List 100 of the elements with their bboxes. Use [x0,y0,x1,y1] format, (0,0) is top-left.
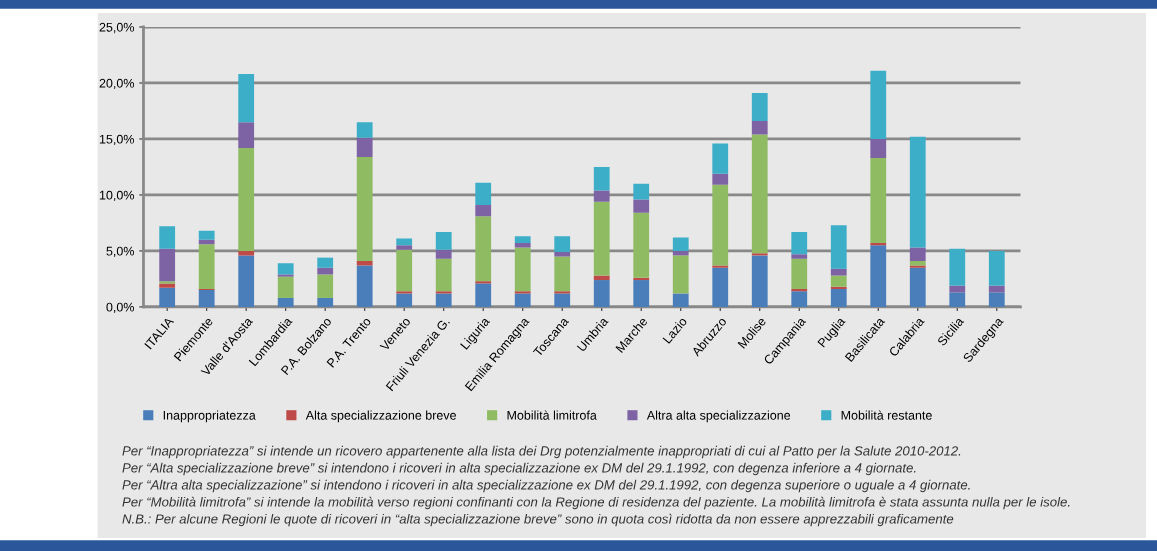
bar [830,268,847,276]
bar [475,281,492,284]
bar [949,248,966,286]
bar [751,255,768,307]
bar [435,249,452,259]
text: Per “Alta specializzazione breve” si intendono i ricoveri in alta specializzazione ex DM del 29.1.1992, con degenza inferiore a 4 giornate. [122,462,916,476]
bar [277,274,294,277]
bar [514,243,531,248]
bar [909,267,926,307]
bar [554,293,571,307]
y-tick-label: 5,0% [106,246,134,258]
bar [830,286,847,289]
bar [356,122,373,138]
bar [672,237,689,251]
bar [554,256,571,292]
bar [593,201,610,276]
bar [396,249,413,292]
bar [159,226,176,249]
bar [198,290,215,307]
bar [712,143,729,174]
bar [593,275,610,281]
y-tick-label: 10,0% [99,190,134,202]
bar [356,261,373,266]
bar [198,244,215,289]
bar [238,147,255,251]
bar [751,121,768,135]
bar [435,293,452,307]
bar [712,173,729,185]
bar [396,293,413,307]
bar [277,276,294,298]
bar [593,280,610,307]
bar [317,274,334,298]
bar [712,267,729,307]
bar [751,93,768,122]
bar [870,243,887,246]
bar [356,137,373,157]
bar [712,265,729,268]
bar [633,277,650,281]
bar [396,291,413,294]
text: Per “Altra alta specializzazione” si intendono i ricoveri in alta specializzazione ex DM del 29.1.1992, con degenza superiore o uguale a 4 giornate. [122,479,970,493]
bar [159,287,176,307]
bar [988,250,1005,286]
bar [514,247,531,292]
legend-label: Altra alta specializzazione [646,410,791,423]
bar [830,275,847,287]
bar [988,292,1005,307]
bar [514,293,531,307]
y-tick-label: 20,0% [99,78,134,90]
bar [475,182,492,206]
legend-label: Mobilità limitrofa [507,410,597,420]
bar [712,184,729,266]
bar [238,250,255,256]
bar [475,205,492,217]
bar [554,291,571,294]
bar [159,283,176,288]
bar [593,166,610,191]
bar [633,183,650,200]
y-tick-label: 25,0% [99,22,134,34]
bar [633,280,650,307]
bar [672,255,689,294]
bar [435,291,452,294]
bar [317,297,334,307]
text: Per “Inappropriatezza” si intende un ricovero appartenente alla lista dei Drg potenzialmente inappropriati di cui al Patto per la Salute 2010-2012. [122,445,961,459]
bar [554,236,571,253]
bar [435,258,452,292]
bar [633,212,650,278]
bar [514,291,531,294]
bar [870,70,887,139]
bar [238,255,255,307]
bar [317,267,334,275]
bar [238,122,255,148]
text: Per “Mobilità limitrofa” si intende la mobilità verso regioni confinanti con la Regione di residenza del paziente. La mobilità limitrofa è stata assunta nulla per le isole. [122,496,1070,510]
bar [277,297,294,307]
bar [277,263,294,275]
bar [791,291,808,307]
y-tick-label: 0,0% [106,302,134,314]
bar [396,238,413,246]
bar [909,136,926,248]
bar [791,231,808,255]
bar [435,231,452,250]
bar [830,288,847,307]
bar [909,247,926,261]
bar [751,253,768,256]
bar [909,261,926,266]
bar [554,252,571,257]
legend-label: Mobilità restante [841,410,932,420]
bar [791,254,808,259]
bar [475,216,492,282]
bar [198,239,215,245]
bar [909,265,926,268]
bar [514,236,531,244]
bar [791,258,808,289]
bar [870,138,887,158]
bar [356,156,373,261]
bar [159,248,176,282]
bar [672,250,689,256]
y-tick-label: 15,0% [99,134,134,146]
bar [159,281,176,284]
bar [475,283,492,307]
bar [988,285,1005,293]
